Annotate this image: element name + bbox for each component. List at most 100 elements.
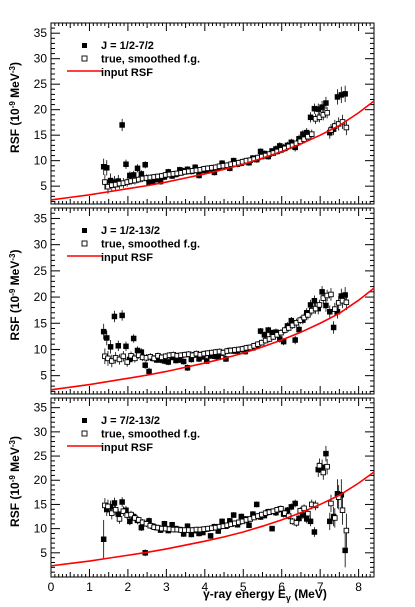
y-tick-label: 20 [34,290,48,304]
y-axis-title: RSF (10-9 MeV-3) [8,250,22,341]
data-point-filled [161,521,168,527]
data-point-open [102,179,108,185]
data-point-filled [342,91,348,97]
data-point-filled [327,518,333,525]
y-tick-label: 25 [34,264,48,278]
data-point-open [343,527,350,534]
data-point-open [332,515,338,521]
x-tick-label: 3 [163,580,170,594]
x-tick-label: 4 [201,580,208,594]
y-tick-label: 20 [34,473,48,487]
y-axis-title: RSF (10-9 MeV-3) [8,62,22,153]
data-point-filled [323,450,329,457]
data-point-open [305,312,311,318]
data-point-filled [323,100,329,106]
legend-label: J = 1/2-13/2 [101,225,160,237]
data-point-filled [138,171,145,177]
legend-marker-open [81,430,88,437]
data-point-open [116,516,123,522]
data-point-filled [134,165,141,172]
data-point-open [339,507,346,513]
data-point-filled [327,308,333,315]
data-point-filled [342,547,348,554]
data-point-open [343,124,350,131]
data-point-open [120,508,127,514]
data-point-filled [307,518,314,525]
y-tick-label: 35 [34,211,48,225]
data-point-filled [130,335,137,342]
data-point-filled [142,362,148,368]
data-point-filled [100,328,107,335]
data-point-filled [296,326,302,333]
y-tick-label: 5 [40,179,47,193]
x-tick-label: 8 [355,580,362,594]
data-point-open [328,500,334,507]
data-point-filled [111,313,118,320]
y-tick-label: 10 [34,342,48,356]
data-point-filled [180,358,187,365]
data-point-open [112,507,119,513]
data-point-filled [269,525,275,532]
y-tick-label: 5 [40,369,47,383]
data-point-open [116,356,123,363]
data-point-open [293,520,300,526]
data-point-filled [288,317,295,324]
data-point-open [332,306,338,312]
panel-middle: 5 10 15 20 25 30 35 RSF (10-9 MeV-3) J = 1/2-13/… [8,207,375,395]
data-point-filled [119,122,125,128]
data-point-filled [115,343,122,349]
data-point-open [328,291,334,298]
input-rsf-line [50,287,375,391]
data-point-open [282,510,288,516]
legend-marker-filled [82,418,87,423]
data-point-open [109,510,115,516]
data-point-open [312,305,319,312]
data-point-open [109,358,115,364]
data-point-open [316,462,323,469]
y-tick-label: 5 [40,546,47,560]
data-point-open [309,131,315,137]
x-tick-label: 6 [278,580,285,594]
y-axis-title: RSF (10-9 MeV-3) [8,436,22,527]
data-point-open [320,469,327,476]
legend-marker-filled [82,43,87,48]
data-point-filled [307,302,314,308]
y-tick-label: 15 [34,497,48,511]
data-point-filled [142,161,148,168]
y-tick-label: 15 [34,316,48,330]
x-tick-label: 2 [125,580,132,594]
legend-marker-filled [82,228,87,233]
data-point-filled [330,324,337,331]
legend-marker-open [81,240,88,247]
plot-frame [50,397,375,578]
legend-label: input RSF [101,442,153,454]
data-point-open [316,302,323,308]
data-point-filled [104,335,110,341]
data-point-filled [342,292,348,298]
data-point-filled [311,297,318,304]
y-tick-label: 35 [34,26,48,40]
data-point-filled [230,512,237,518]
y-tick-label: 25 [34,449,48,463]
y-tick-label: 30 [34,52,48,66]
x-tick-label: 1 [86,580,93,594]
legend-marker-open [81,55,88,62]
data-point-open [105,503,111,510]
data-point-filled [319,104,325,110]
data-point-filled [119,312,125,319]
x-axis-title: γ-ray energy Eγ (MeV) [203,587,327,603]
data-point-filled [261,332,268,338]
legend-label: input RSF [101,252,153,264]
data-point-filled [246,522,252,528]
data-point-filled [253,501,260,508]
data-point-open [120,353,127,360]
input-rsf-line [50,100,375,201]
data-point-filled [307,114,314,121]
data-point-filled [123,343,129,350]
data-point-filled [257,328,264,334]
data-point-open [124,359,130,365]
data-point-open [305,510,311,517]
data-point-filled [165,359,172,365]
data-point-filled [288,504,295,510]
data-point-filled [100,536,107,543]
